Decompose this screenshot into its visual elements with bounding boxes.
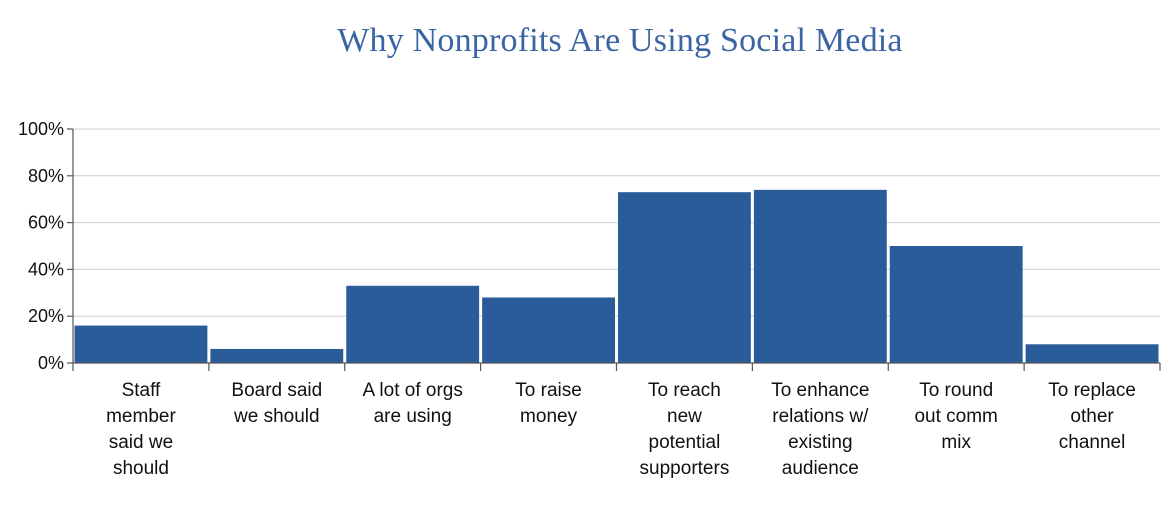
bar	[753, 189, 887, 363]
x-category-label-line: To replace	[1048, 380, 1136, 401]
x-category-label-line: existing	[788, 432, 852, 453]
labels: 0% 20% 40% 60% 80% 100% Staff member said we shou…	[18, 119, 1136, 479]
y-tick-label: 80%	[28, 166, 64, 186]
bars	[74, 189, 1159, 363]
x-category-label: To reach new potential supporters	[640, 380, 730, 479]
x-category-label-line: should	[113, 458, 169, 479]
x-category-label: A lot of orgs are using	[363, 380, 463, 427]
y-tick-label: 40%	[28, 259, 64, 279]
bar	[889, 246, 1023, 363]
x-category-label: Board said we should	[231, 380, 322, 427]
y-tick-label: 0%	[38, 353, 64, 373]
x-category-label-line: we should	[233, 406, 320, 427]
axes	[67, 128, 1161, 371]
x-category-label-line: To reach	[648, 380, 721, 401]
x-category-label: To round out comm mix	[914, 380, 997, 453]
x-category-label: To enhance relations w/existing audience	[771, 380, 869, 479]
x-category-label-line: out comm	[914, 406, 997, 427]
y-tick-label: 60%	[28, 213, 64, 233]
x-category-label-line: money	[520, 406, 578, 427]
x-category-label-line: new	[667, 406, 702, 427]
x-category-label-line: To raise	[515, 380, 582, 401]
bar	[482, 297, 615, 363]
x-category-label-line: channel	[1059, 432, 1126, 453]
x-category-label: Staff member said we should	[106, 380, 176, 479]
x-category-label: To replace other channel	[1048, 380, 1136, 453]
x-category-label-line: Board said	[231, 380, 322, 401]
x-category-label-line: are using	[374, 406, 452, 427]
x-category-label-line: To enhance	[771, 380, 869, 401]
x-category-label-line: other	[1070, 406, 1114, 427]
x-category-label-line: supporters	[640, 458, 730, 479]
x-category-label-line: said we	[109, 432, 173, 453]
x-category-label-line: mix	[941, 432, 971, 453]
y-tick-label: 100%	[18, 119, 64, 139]
chart-title: Why Nonprofits Are Using Social Media	[337, 22, 903, 59]
x-category-label-line: To round	[919, 380, 993, 401]
x-category-label-line: potential	[649, 432, 721, 453]
x-category-label-line: member	[106, 406, 176, 427]
y-tick-label: 20%	[28, 306, 64, 326]
bar	[210, 348, 344, 363]
x-category-label-line: relations w/	[772, 406, 869, 427]
x-category-label-line: audience	[782, 458, 859, 479]
x-category-label-line: Staff	[122, 380, 161, 401]
bar	[1025, 344, 1159, 363]
x-category-label-line: A lot of orgs	[363, 380, 463, 401]
x-category-label: To raise money	[515, 380, 582, 427]
bar	[74, 325, 208, 363]
bar	[346, 285, 480, 363]
bar	[618, 192, 751, 363]
